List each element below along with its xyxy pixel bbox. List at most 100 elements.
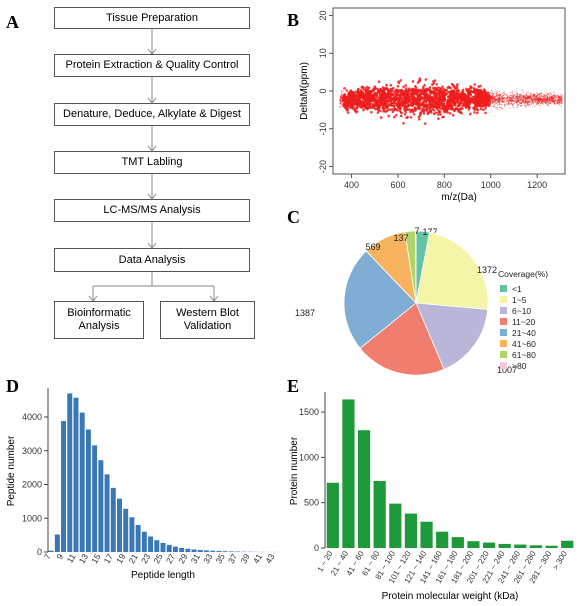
scatter-point <box>505 96 507 99</box>
scatter-point <box>496 104 499 106</box>
scatter-point <box>437 100 440 104</box>
scatter-point <box>502 99 504 101</box>
scatter-point <box>504 93 506 96</box>
scatter-point <box>512 91 514 93</box>
scatter-point <box>550 94 553 96</box>
scatter-point <box>443 90 446 93</box>
scatter-point <box>516 102 518 104</box>
scatter-point <box>538 100 540 102</box>
scatter-point <box>554 95 556 98</box>
y-tick-label: 0 <box>314 543 319 553</box>
scatter-point <box>522 91 524 94</box>
scatter-point <box>500 99 502 101</box>
scatter-point <box>535 99 537 101</box>
scatter-point <box>477 90 481 94</box>
scatter-point <box>402 122 405 125</box>
scatter-point <box>411 104 414 107</box>
scatter-point <box>549 94 551 97</box>
scatter-point <box>514 95 517 98</box>
scatter-point <box>343 98 346 101</box>
scatter-point <box>368 106 372 109</box>
scatter-point <box>487 91 490 95</box>
scatter-point <box>534 101 537 103</box>
scatter-point <box>483 89 487 93</box>
scatter-point <box>493 104 496 106</box>
bar <box>389 503 402 548</box>
scatter-point <box>561 95 563 98</box>
scatter-point <box>533 93 535 96</box>
scatter-point <box>418 102 422 106</box>
scatter-point <box>411 94 415 98</box>
scatter-point <box>357 91 360 95</box>
scatter-point <box>502 101 505 103</box>
scatter-point <box>526 97 528 99</box>
scatter-point <box>528 103 531 106</box>
scatter-point <box>416 102 420 105</box>
scatter-point <box>541 100 543 103</box>
scatter-point <box>529 92 532 94</box>
x-tick-label: 7 <box>42 552 53 561</box>
scatter-point <box>399 89 402 92</box>
scatter-point <box>506 103 508 105</box>
bar <box>48 550 54 552</box>
bar <box>141 531 147 552</box>
bar <box>216 550 222 552</box>
scatter-point <box>527 105 530 107</box>
scatter-point <box>487 100 490 103</box>
scatter-point <box>423 122 427 125</box>
scatter-point <box>553 94 555 97</box>
legend-label: 1~5 <box>512 295 527 305</box>
scatter-point <box>406 101 409 104</box>
bar <box>54 534 60 552</box>
scatter-point <box>372 103 375 106</box>
scatter-point <box>382 110 385 113</box>
scatter-point <box>449 96 453 99</box>
scatter-point <box>524 101 527 103</box>
scatter-point <box>536 94 539 97</box>
scatter-point <box>506 100 508 103</box>
scatter-point <box>510 94 512 97</box>
scatter-point <box>421 103 424 107</box>
scatter-point <box>411 87 414 91</box>
scatter-point <box>549 102 551 105</box>
y-tick-label: 0 <box>318 88 328 93</box>
bar <box>154 540 160 552</box>
bar <box>110 487 116 553</box>
y-axis-label: Peptide number <box>6 435 17 506</box>
scatter-point <box>355 90 358 93</box>
scatter-point <box>361 86 364 90</box>
scatter-point <box>508 102 510 104</box>
scatter-point <box>442 108 446 111</box>
scatter-point <box>512 95 515 97</box>
scatter-point <box>437 86 440 89</box>
scatter-point <box>531 95 534 97</box>
scatter-point <box>400 111 403 115</box>
scatter-point <box>497 99 499 102</box>
scatter-point <box>339 95 342 98</box>
scatter-point <box>455 85 459 88</box>
scatter-point <box>500 107 502 109</box>
scatter-point <box>530 102 533 105</box>
scatter-point <box>470 85 473 89</box>
x-tick-label: > 300 <box>551 549 569 572</box>
legend-swatch <box>500 307 507 314</box>
scatter-point <box>488 102 491 106</box>
scatter-point <box>543 99 545 102</box>
scatter-point <box>345 107 348 111</box>
scatter-point <box>444 92 447 95</box>
scatter-point <box>473 83 476 86</box>
scatter-point <box>537 103 539 105</box>
scatter-point <box>552 96 554 98</box>
scatter-point <box>351 107 355 110</box>
scatter-point <box>346 96 350 99</box>
scatter-point <box>482 108 485 112</box>
scatter-point <box>467 95 471 99</box>
y-tick-label: -20 <box>318 160 328 173</box>
scatter-point <box>435 106 439 109</box>
scatter-point <box>524 94 526 97</box>
bar <box>73 397 79 552</box>
scatter-point <box>365 92 368 95</box>
scatter-point <box>468 90 472 94</box>
scatter-point <box>529 99 532 102</box>
scatter-point <box>438 95 441 99</box>
